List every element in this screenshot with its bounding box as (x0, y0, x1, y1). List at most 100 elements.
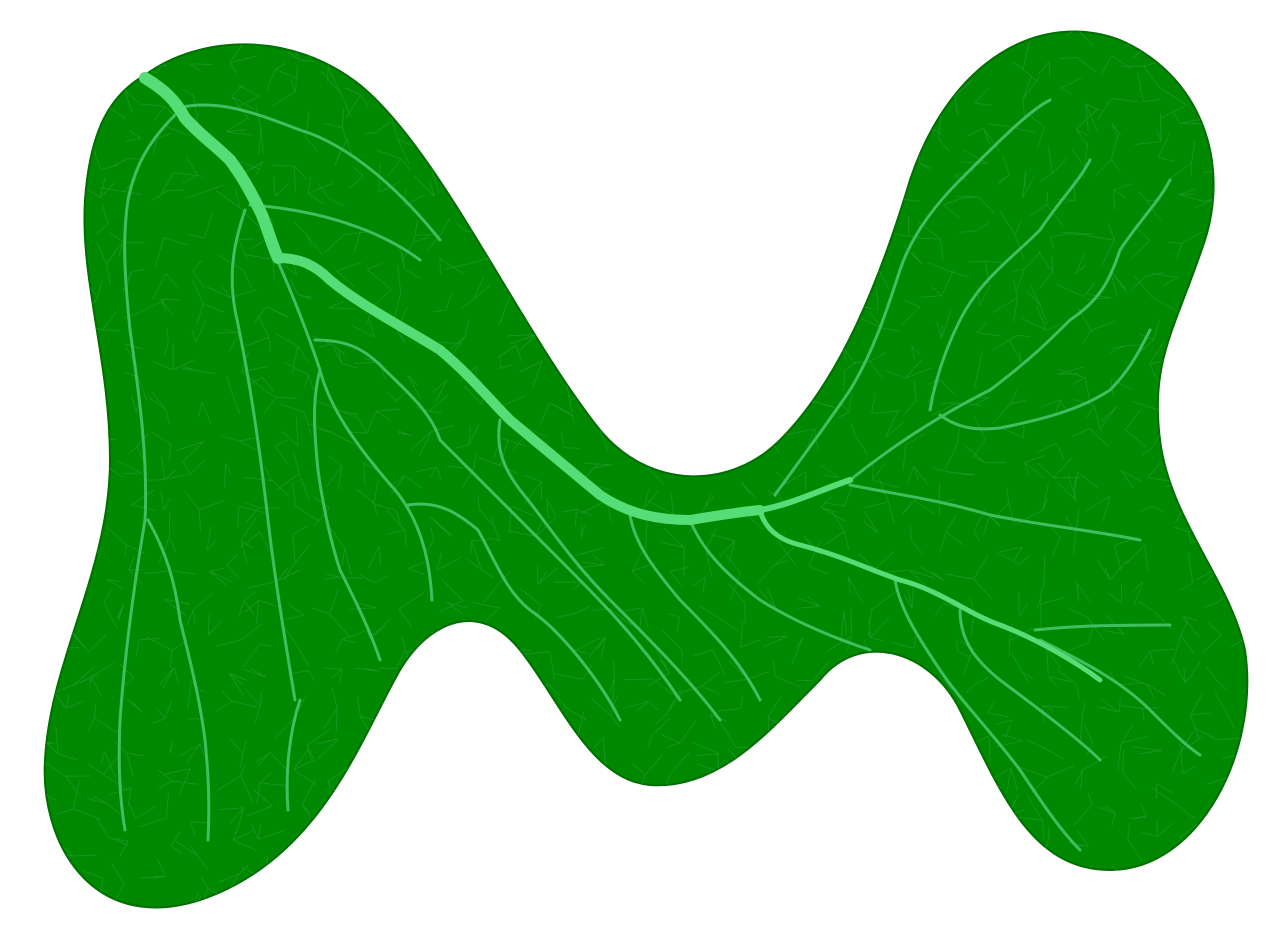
micro-vein (945, 554, 993, 601)
micro-vein (536, 565, 559, 585)
micro-vein (237, 505, 266, 528)
micro-vein (667, 62, 687, 76)
micro-vein (328, 301, 357, 310)
micro-vein (1190, 416, 1237, 447)
micro-vein (451, 629, 484, 658)
micro-vein (185, 184, 225, 200)
micro-vein (243, 465, 290, 497)
micro-vein (323, 108, 353, 155)
micro-vein (55, 872, 73, 893)
micro-vein (306, 422, 355, 445)
micro-vein (629, 368, 654, 397)
micro-vein (464, 864, 480, 902)
micro-vein (768, 31, 814, 45)
micro-vein (524, 701, 540, 737)
minor-vein (958, 608, 1102, 762)
micro-vein (902, 299, 921, 325)
micro-vein (903, 587, 914, 609)
micro-vein (398, 244, 422, 280)
micro-vein (433, 292, 453, 313)
micro-vein (44, 760, 91, 797)
micro-vein (44, 417, 55, 461)
micro-vein (494, 211, 506, 247)
micro-vein (378, 55, 393, 71)
micro-vein (122, 31, 157, 34)
micro-vein (500, 56, 518, 95)
micro-vein (778, 271, 806, 276)
micro-vein (965, 798, 1008, 833)
micro-vein (44, 174, 45, 209)
micro-vein (662, 854, 681, 879)
micro-vein (1147, 934, 1170, 950)
micro-vein (1074, 755, 1108, 790)
micro-vein (1243, 470, 1248, 476)
micro-vein (1059, 77, 1082, 95)
micro-vein (994, 866, 1029, 884)
micro-vein (378, 797, 425, 827)
micro-vein (383, 839, 418, 875)
micro-vein (1125, 544, 1149, 573)
micro-vein (975, 735, 991, 763)
micro-vein (531, 149, 565, 181)
micro-vein (796, 360, 820, 397)
micro-vein (471, 31, 493, 41)
micro-vein (772, 250, 788, 277)
micro-vein (28, 162, 35, 182)
micro-vein (198, 401, 212, 425)
micro-vein (850, 422, 869, 456)
micro-vein (153, 344, 195, 371)
micro-vein (44, 652, 54, 704)
micro-vein (953, 38, 987, 56)
micro-vein (472, 936, 487, 950)
micro-vein (263, 390, 297, 414)
micro-vein (390, 762, 415, 785)
micro-vein (212, 31, 238, 45)
micro-vein (1068, 910, 1107, 920)
micro-vein (289, 890, 323, 908)
minor-vein (176, 103, 442, 242)
micro-vein (553, 581, 583, 591)
micro-vein (656, 287, 683, 314)
micro-vein (781, 104, 793, 130)
micro-vein (439, 578, 464, 613)
micro-vein (646, 648, 671, 688)
micro-vein (1241, 112, 1248, 159)
micro-vein (1206, 666, 1229, 691)
micro-vein (1245, 424, 1248, 455)
micro-vein (955, 639, 970, 658)
micro-vein (933, 842, 960, 875)
micro-vein (754, 142, 784, 178)
micro-vein (603, 190, 614, 206)
micro-vein (44, 397, 46, 426)
micro-vein (450, 319, 470, 354)
micro-vein (648, 441, 656, 456)
micro-vein (1239, 561, 1248, 576)
micro-vein (675, 119, 695, 153)
micro-vein (539, 402, 574, 426)
micro-vein (560, 430, 579, 449)
micro-vein (921, 269, 955, 298)
micro-vein (1110, 933, 1139, 950)
micro-vein (112, 837, 129, 858)
micro-vein (125, 129, 141, 142)
micro-vein (551, 49, 601, 75)
micro-vein (1094, 134, 1121, 178)
micro-vein (878, 734, 890, 770)
micro-vein (158, 172, 204, 198)
micro-vein (72, 172, 80, 211)
micro-vein (1056, 282, 1096, 298)
micro-vein (310, 876, 356, 900)
micro-vein (841, 190, 867, 225)
micro-vein (630, 31, 655, 36)
micro-vein (871, 855, 885, 884)
micro-vein (685, 427, 718, 439)
micro-vein (1132, 746, 1162, 755)
micro-vein (728, 385, 765, 425)
micro-vein (864, 285, 879, 311)
micro-vein (562, 788, 581, 836)
micro-vein (951, 37, 987, 62)
micro-vein (987, 123, 1036, 133)
micro-vein (867, 591, 896, 637)
micro-vein (463, 124, 479, 142)
micro-vein (894, 50, 914, 79)
